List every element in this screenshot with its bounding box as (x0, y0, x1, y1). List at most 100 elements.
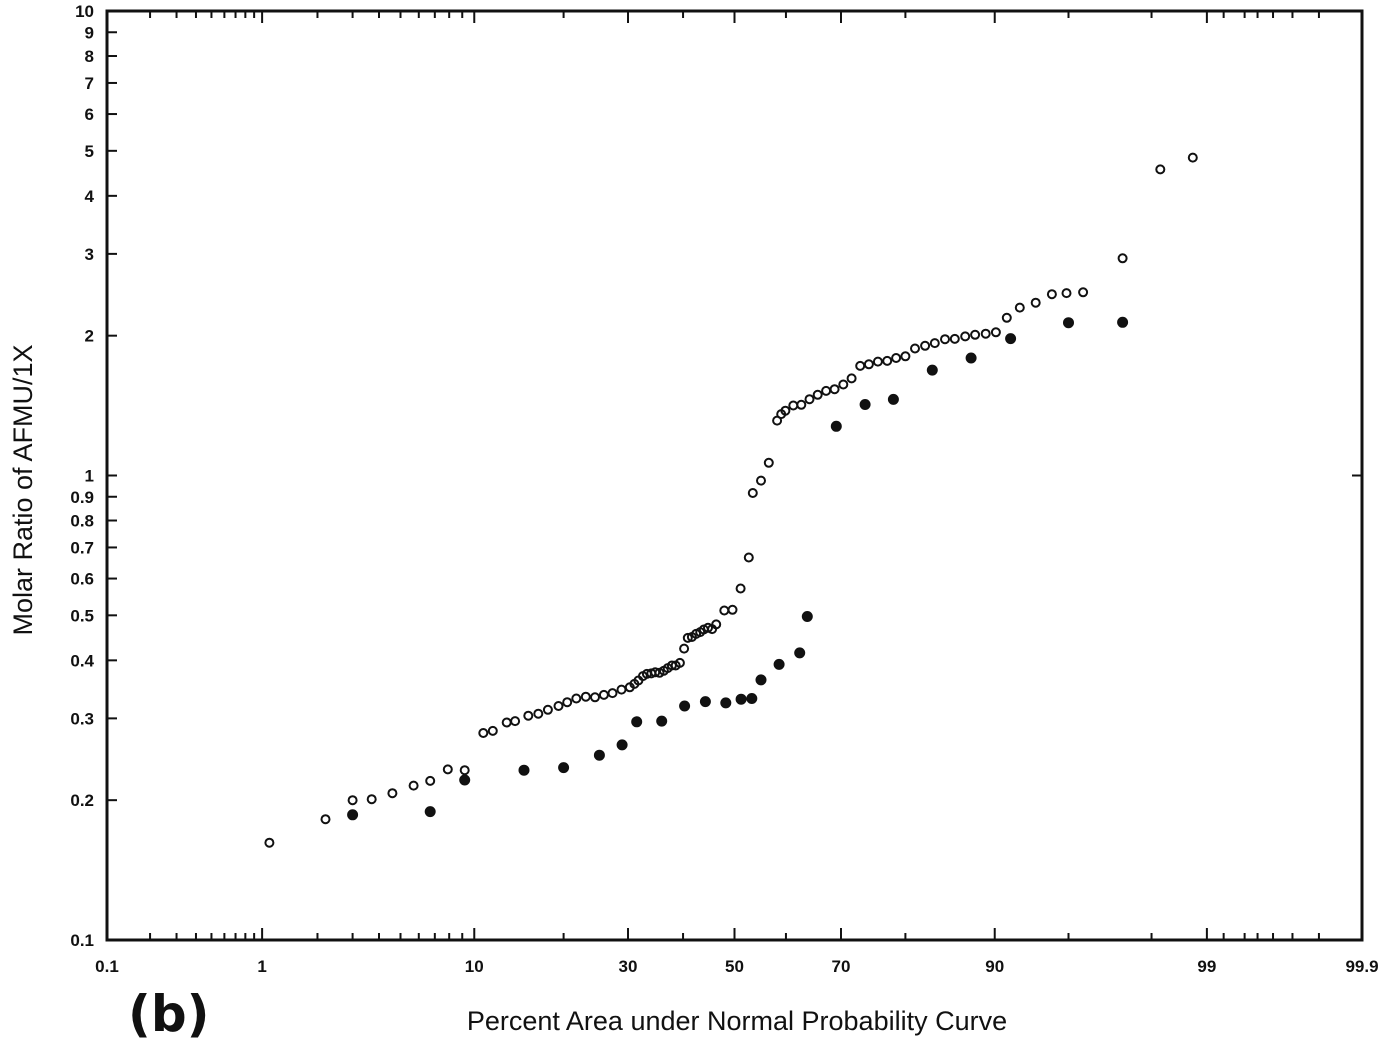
open-data-point (763, 457, 774, 468)
filled-data-point (424, 806, 436, 818)
y-tick-label: 8 (85, 47, 94, 66)
filled-data-point (773, 658, 785, 670)
y-tick-label: 1 (85, 467, 94, 486)
filled-data-point (755, 674, 767, 686)
open-data-point (387, 788, 398, 799)
x-tick-label: 99.9 (1345, 957, 1378, 976)
open-data-point (743, 552, 754, 563)
filled-data-point (746, 693, 758, 704)
open-data-point (756, 475, 766, 486)
open-data-point (366, 794, 377, 805)
x-tick-label: 10 (465, 957, 484, 976)
plot-frame (105, 9, 1364, 942)
open-data-point (900, 351, 911, 362)
open-data-point (408, 780, 419, 791)
open-data-point (970, 329, 981, 340)
filled-data-point (735, 693, 747, 705)
y-tick-label: 0.5 (70, 606, 94, 625)
open-data-point (747, 488, 758, 498)
filled-data-point (794, 647, 806, 659)
filled-data-point (859, 399, 871, 410)
open-data-point (980, 328, 991, 339)
open-data-point (804, 394, 815, 405)
open-data-point (829, 384, 840, 395)
filled-data-point (1063, 317, 1074, 329)
open-data-point (1155, 164, 1166, 175)
open-data-point (711, 619, 722, 630)
y-tick-label: 5 (85, 142, 94, 161)
open-data-point (719, 605, 730, 616)
filled-data-point (1117, 316, 1129, 328)
y-tick-label: 7 (85, 74, 94, 93)
open-data-point (1014, 302, 1025, 313)
filled-data-point (720, 697, 732, 709)
open-data-point (1078, 287, 1089, 298)
open-data-point (607, 688, 618, 699)
open-data-point (780, 405, 791, 416)
open-data-point (940, 334, 950, 345)
filled-data-point (965, 352, 977, 364)
filled-data-point (347, 809, 359, 821)
open-data-point (812, 389, 823, 400)
open-data-point (1046, 289, 1057, 300)
open-data-point (910, 343, 920, 354)
y-tick-label: 0.2 (70, 791, 94, 810)
open-data-point (487, 725, 498, 736)
filled-data-point (593, 749, 605, 761)
y-tick-label: 9 (85, 23, 94, 42)
x-axis-ticks: 0.1 1 10 30 50 70 90 99 99.9 (95, 11, 1379, 976)
y-tick-label: 0.3 (70, 709, 94, 728)
open-data-point (320, 814, 331, 825)
filled-data-point (558, 762, 570, 774)
open-data-point (478, 728, 489, 738)
filled-data-point (679, 700, 691, 712)
open-data-point (846, 373, 857, 384)
open-data-point (598, 689, 609, 700)
open-data-point (616, 684, 627, 695)
y-axis-ticks: 0.1 0.2 0.3 0.4 0.5 0.6 0.7 0.8 0.9 1 2 3 4 5 6 7 8 9 10 (70, 2, 1362, 950)
filled-data-point (801, 611, 813, 622)
open-data-point (679, 643, 690, 654)
open-data-point (990, 327, 1001, 338)
open-data-point (855, 360, 866, 371)
x-tick-label: 1 (257, 957, 266, 976)
x-tick-label: 70 (832, 957, 851, 976)
open-data-point (501, 717, 512, 728)
open-data-point (674, 657, 685, 668)
open-data-point (920, 340, 931, 351)
y-tick-label: 0.9 (70, 488, 94, 507)
open-data-point (590, 692, 600, 703)
open-data-point (929, 338, 940, 349)
open-data-point (821, 385, 832, 396)
open-data-point (459, 765, 470, 776)
data-points (264, 152, 1198, 848)
open-data-point (542, 704, 553, 715)
open-data-point (735, 583, 746, 594)
open-data-point (796, 399, 807, 410)
panel-label: (b) (128, 985, 210, 1043)
open-data-point (562, 697, 573, 708)
open-data-point (863, 359, 874, 370)
filled-data-point (656, 715, 668, 727)
y-tick-label: 4 (85, 187, 95, 206)
x-tick-label: 50 (725, 957, 744, 976)
open-data-point (838, 379, 849, 390)
open-data-point (580, 691, 591, 702)
filled-data-point (631, 716, 643, 728)
y-tick-label: 6 (85, 105, 94, 124)
x-tick-label: 30 (619, 957, 638, 976)
filled-data-point (926, 364, 938, 376)
open-data-point (1061, 288, 1072, 299)
open-data-point (533, 708, 544, 719)
open-data-point (1001, 312, 1012, 323)
filled-data-point (1005, 333, 1017, 345)
y-tick-label: 3 (85, 245, 94, 264)
x-axis-title: Percent Area under Normal Probability Cu… (467, 1006, 1007, 1036)
open-data-point (682, 632, 693, 643)
y-tick-label: 0.7 (70, 538, 94, 557)
y-tick-label: 0.6 (70, 570, 94, 589)
filled-data-point (459, 774, 471, 786)
x-tick-label: 0.1 (95, 957, 119, 976)
filled-data-point (830, 420, 842, 432)
